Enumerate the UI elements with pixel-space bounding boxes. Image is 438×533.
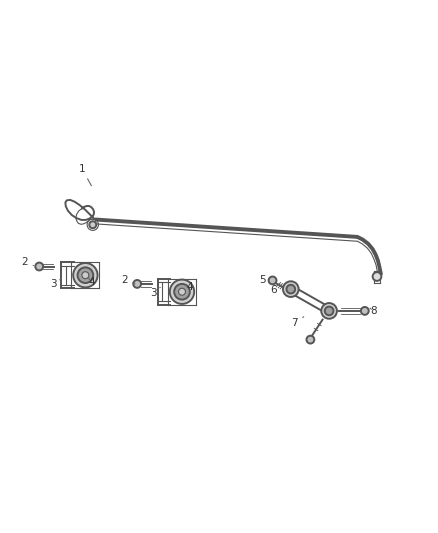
Circle shape (89, 221, 96, 228)
Text: 4: 4 (186, 282, 193, 293)
Circle shape (321, 303, 337, 319)
Circle shape (268, 277, 276, 284)
Circle shape (286, 285, 295, 294)
Circle shape (35, 263, 43, 270)
Text: 1: 1 (78, 164, 92, 185)
Text: 3: 3 (50, 279, 61, 289)
Text: 2: 2 (121, 274, 135, 285)
Text: 7: 7 (291, 317, 304, 328)
Circle shape (82, 272, 89, 279)
Text: 5: 5 (259, 276, 272, 286)
Circle shape (283, 281, 299, 297)
Circle shape (174, 284, 190, 300)
Circle shape (73, 263, 98, 287)
Text: 3: 3 (150, 287, 160, 297)
Circle shape (325, 306, 333, 315)
Circle shape (133, 280, 141, 288)
Text: 4: 4 (88, 277, 95, 287)
Text: 6: 6 (270, 285, 283, 295)
Text: 2: 2 (21, 257, 34, 267)
Circle shape (170, 279, 194, 304)
Circle shape (373, 272, 381, 281)
Circle shape (307, 336, 314, 344)
Circle shape (179, 288, 185, 295)
Circle shape (361, 307, 369, 315)
Circle shape (78, 268, 93, 283)
Text: 8: 8 (370, 306, 377, 316)
